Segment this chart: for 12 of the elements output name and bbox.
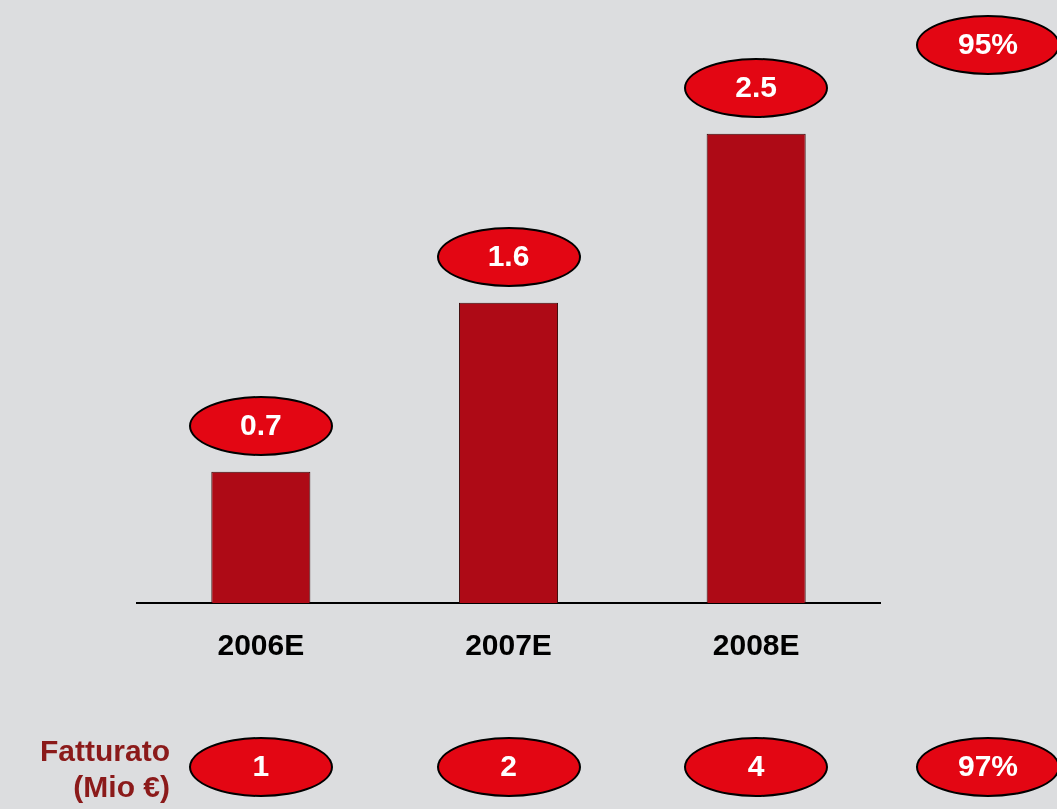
text: 97%: [957, 749, 1019, 783]
text: 95%: [957, 27, 1019, 61]
text: 1: [252, 749, 270, 783]
text: 2: [500, 749, 517, 783]
text: 4: [747, 749, 765, 783]
data-label: 1.6: [487, 239, 530, 272]
x-tick-label: 2008E: [712, 628, 800, 662]
data-label: 0.7: [239, 407, 282, 441]
text: Fatturato (Mio €): [40, 734, 170, 804]
data-label: 2.5: [735, 70, 778, 104]
x-tick-label: 2007E: [465, 628, 552, 662]
x-tick-label: 2006E: [217, 628, 305, 662]
